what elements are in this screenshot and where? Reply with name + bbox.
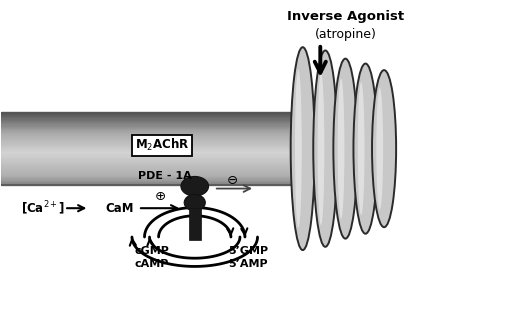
Bar bbox=[2, 160, 363, 162]
Ellipse shape bbox=[318, 72, 324, 225]
Bar bbox=[2, 118, 363, 120]
Ellipse shape bbox=[338, 79, 344, 219]
Bar bbox=[2, 114, 363, 115]
Ellipse shape bbox=[376, 87, 383, 210]
Bar bbox=[2, 127, 363, 128]
Bar bbox=[2, 132, 363, 133]
Bar bbox=[2, 152, 363, 153]
Bar bbox=[2, 181, 363, 182]
Bar bbox=[2, 141, 363, 143]
Bar bbox=[2, 148, 363, 150]
Text: CaM: CaM bbox=[106, 202, 134, 215]
Text: Inverse Agonist: Inverse Agonist bbox=[287, 10, 404, 23]
Bar bbox=[2, 175, 363, 176]
Bar bbox=[2, 149, 363, 151]
Bar bbox=[2, 155, 363, 157]
Ellipse shape bbox=[333, 59, 358, 239]
Bar bbox=[2, 117, 363, 119]
Ellipse shape bbox=[358, 82, 365, 215]
Text: $\oplus$: $\oplus$ bbox=[154, 190, 166, 203]
Bar bbox=[2, 136, 363, 138]
Bar bbox=[2, 129, 363, 131]
Bar bbox=[2, 142, 363, 144]
Bar bbox=[2, 147, 363, 148]
Bar bbox=[2, 151, 363, 152]
Bar bbox=[2, 161, 363, 163]
Text: cGMP
cAMP: cGMP cAMP bbox=[135, 246, 170, 269]
Bar bbox=[2, 133, 363, 134]
Bar bbox=[2, 119, 363, 121]
Bar bbox=[2, 180, 363, 181]
Bar bbox=[2, 112, 363, 114]
Ellipse shape bbox=[181, 177, 209, 196]
Bar bbox=[2, 172, 363, 174]
Text: [Ca$^{2+}$]: [Ca$^{2+}$] bbox=[22, 199, 66, 217]
Bar bbox=[2, 171, 363, 173]
Text: PDE - 1A: PDE - 1A bbox=[138, 172, 191, 182]
Ellipse shape bbox=[372, 70, 396, 227]
Text: (atropine): (atropine) bbox=[315, 28, 376, 41]
Bar bbox=[2, 124, 363, 126]
Ellipse shape bbox=[295, 70, 302, 228]
Bar bbox=[2, 174, 363, 175]
Bar bbox=[2, 144, 363, 145]
Ellipse shape bbox=[291, 47, 315, 250]
Ellipse shape bbox=[184, 194, 206, 211]
Bar bbox=[2, 159, 363, 161]
Bar bbox=[2, 146, 363, 148]
Bar bbox=[2, 130, 363, 132]
Bar bbox=[2, 154, 363, 156]
Bar bbox=[2, 182, 363, 183]
Text: $\ominus$: $\ominus$ bbox=[226, 174, 238, 187]
Bar bbox=[2, 178, 363, 180]
Bar bbox=[2, 138, 363, 139]
Bar bbox=[2, 166, 363, 168]
Bar bbox=[2, 121, 363, 122]
Bar bbox=[2, 158, 363, 159]
Bar bbox=[2, 153, 363, 155]
Bar bbox=[2, 168, 363, 169]
Bar bbox=[189, 208, 201, 240]
Text: 5’GMP
5’AMP: 5’GMP 5’AMP bbox=[228, 246, 268, 269]
Text: M$_2$AChR: M$_2$AChR bbox=[135, 137, 189, 153]
Bar bbox=[2, 177, 363, 179]
Bar bbox=[2, 165, 363, 167]
Bar bbox=[2, 116, 363, 117]
Bar bbox=[2, 164, 363, 165]
Bar bbox=[2, 139, 363, 140]
Bar bbox=[2, 145, 363, 146]
Bar bbox=[2, 125, 363, 127]
Bar bbox=[2, 134, 363, 135]
Bar bbox=[2, 169, 363, 170]
Bar bbox=[2, 115, 363, 116]
Bar bbox=[2, 163, 363, 164]
Bar bbox=[2, 128, 363, 129]
Ellipse shape bbox=[313, 50, 337, 247]
Bar bbox=[2, 170, 363, 172]
Bar bbox=[2, 122, 363, 123]
Bar bbox=[2, 135, 363, 137]
Bar bbox=[2, 183, 363, 184]
Bar bbox=[2, 140, 363, 142]
Bar bbox=[2, 123, 363, 125]
Ellipse shape bbox=[354, 64, 378, 234]
Bar bbox=[2, 176, 363, 178]
Bar bbox=[2, 157, 363, 158]
